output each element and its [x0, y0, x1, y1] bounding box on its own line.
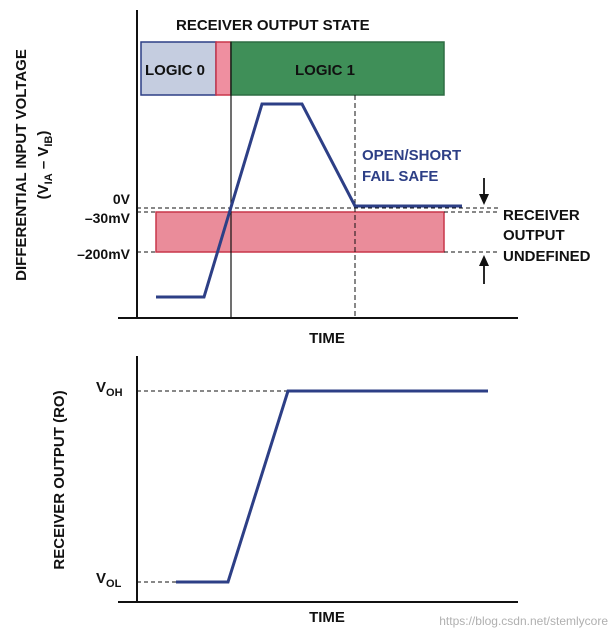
undefined-arrow-up-icon [479, 255, 489, 284]
top-y-axis-title: DIFFERENTIAL INPUT VOLTAGE (VIA – VIB) [13, 49, 55, 281]
receiver-output-waveform [176, 389, 488, 584]
tick-minus30mv: –30mV [85, 210, 131, 226]
undefined-band [155, 211, 445, 253]
top-x-axis-label: TIME [309, 330, 345, 347]
top-y-axis-label-line2: (VIA – VIB) [35, 131, 55, 200]
undefined-label-line3: UNDEFINED [503, 248, 591, 265]
bottom-y-axis-label: RECEIVER OUTPUT (RO) [51, 390, 68, 569]
bottom-y-axis-title: RECEIVER OUTPUT (RO) [51, 390, 68, 569]
logic1-label: LOGIC 1 [295, 62, 355, 79]
failsafe-label-line2: FAIL SAFE [362, 168, 438, 185]
voh-label: VOH [96, 379, 123, 399]
bottom-x-axis-label: TIME [309, 609, 345, 626]
logic0-label: LOGIC 0 [145, 62, 205, 79]
top-y-axis-label-line1: DIFFERENTIAL INPUT VOLTAGE [13, 49, 30, 281]
tick-minus200mv: –200mV [77, 246, 131, 262]
vol-label: VOL [96, 570, 122, 590]
receiver-output-state-title: RECEIVER OUTPUT STATE [176, 17, 370, 34]
logic1-bar [230, 41, 445, 96]
differential-input-waveform [156, 102, 462, 299]
undefined-label-line1: RECEIVER [503, 207, 580, 224]
failsafe-label-line1: OPEN/SHORT [362, 147, 461, 164]
undefined-label-line2: OUTPUT [503, 227, 565, 244]
transition-bar [215, 41, 232, 96]
undefined-arrow-down-icon [479, 178, 489, 205]
watermark-text: https://blog.csdn.net/stemlycore [439, 614, 608, 628]
tick-0v: 0V [113, 191, 131, 207]
